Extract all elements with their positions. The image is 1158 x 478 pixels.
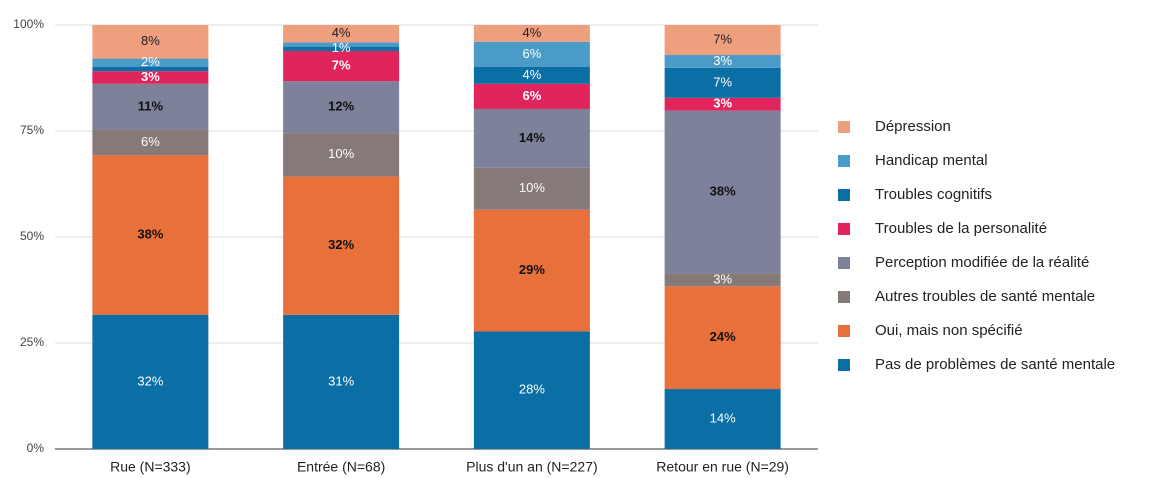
legend-swatch bbox=[838, 325, 850, 337]
legend-swatch bbox=[838, 155, 850, 167]
bar-segment bbox=[664, 67, 781, 98]
legend-swatch bbox=[838, 223, 850, 235]
y-tick-label: 25% bbox=[20, 335, 44, 349]
data-label: 1% bbox=[332, 40, 351, 55]
bar-segment bbox=[473, 83, 590, 109]
data-label: 10% bbox=[519, 180, 545, 195]
y-tick-label: 100% bbox=[13, 17, 44, 31]
data-label: 7% bbox=[332, 58, 351, 73]
legend-swatch bbox=[838, 291, 850, 303]
bar-segment bbox=[473, 108, 590, 168]
data-label: 3% bbox=[713, 96, 732, 111]
x-tick-label: Rue (N=333) bbox=[110, 459, 191, 475]
bar-segment bbox=[92, 25, 209, 59]
data-label: 10% bbox=[328, 146, 354, 161]
data-label: 12% bbox=[328, 99, 354, 114]
bar-segment bbox=[664, 273, 781, 287]
data-label: 7% bbox=[713, 74, 732, 89]
data-label: 6% bbox=[522, 88, 541, 103]
bar-segment bbox=[92, 71, 209, 84]
data-label: 24% bbox=[710, 329, 736, 344]
legend-label: Autres troubles de santé mentale bbox=[875, 288, 1095, 305]
data-label: 2% bbox=[141, 54, 160, 69]
bar-segment bbox=[92, 83, 209, 130]
data-label: 3% bbox=[141, 69, 160, 84]
bar-segment bbox=[664, 286, 781, 390]
data-label: 4% bbox=[522, 25, 541, 40]
x-tick-label: Entrée (N=68) bbox=[297, 459, 385, 475]
data-label: 38% bbox=[137, 226, 163, 241]
bar-segment bbox=[664, 97, 781, 111]
legend-label: Oui, mais non spécifié bbox=[875, 322, 1023, 339]
legend-swatch bbox=[838, 189, 850, 201]
data-label: 31% bbox=[328, 373, 354, 388]
data-label: 32% bbox=[137, 373, 163, 388]
y-tick-label: 75% bbox=[20, 123, 44, 137]
legend-label: Pas de problèmes de santé mentale bbox=[875, 356, 1115, 373]
bar-segment bbox=[92, 66, 209, 72]
legend-label: Dépression bbox=[875, 118, 951, 135]
data-label: 8% bbox=[141, 33, 160, 48]
data-label: 6% bbox=[522, 46, 541, 61]
data-label: 28% bbox=[519, 382, 545, 397]
bar-segment bbox=[92, 58, 209, 67]
legend-swatch bbox=[838, 257, 850, 269]
data-label: 3% bbox=[713, 271, 732, 286]
bar-segment bbox=[664, 389, 781, 449]
bar-segment bbox=[283, 133, 400, 177]
bar-segment bbox=[473, 41, 590, 67]
bar-segment bbox=[473, 209, 590, 332]
bar-segment bbox=[473, 25, 590, 42]
bar-segment bbox=[473, 66, 590, 84]
legend-label: Handicap mental bbox=[875, 152, 988, 169]
bar-segment bbox=[473, 167, 590, 210]
bar-segment bbox=[92, 155, 209, 315]
bar-segment bbox=[92, 129, 209, 156]
bar-segment bbox=[283, 46, 400, 51]
y-tick-label: 0% bbox=[27, 441, 45, 455]
bar-segment bbox=[283, 176, 400, 315]
bar-segment bbox=[664, 25, 781, 55]
data-label: 11% bbox=[138, 98, 164, 113]
data-label: 4% bbox=[522, 67, 541, 82]
data-label: 32% bbox=[328, 237, 354, 252]
data-label: 29% bbox=[519, 262, 545, 277]
bar-segment bbox=[283, 50, 400, 82]
x-tick-label: Plus d'un an (N=227) bbox=[466, 459, 597, 475]
data-label: 14% bbox=[519, 130, 545, 145]
bar-segment bbox=[283, 25, 400, 43]
x-tick-label: Retour en rue (N=29) bbox=[656, 459, 789, 475]
data-label: 38% bbox=[710, 183, 736, 198]
bar-segment bbox=[92, 314, 209, 449]
legend-label: Troubles cognitifs bbox=[875, 186, 992, 203]
data-label: 14% bbox=[710, 410, 736, 425]
bar-segment bbox=[664, 54, 781, 68]
bar-segment bbox=[283, 314, 400, 449]
bar-segment bbox=[664, 110, 781, 274]
bar-segment bbox=[283, 81, 400, 134]
legend-label: Perception modifiée de la réalité bbox=[875, 254, 1089, 271]
bar-segment bbox=[473, 331, 590, 449]
legend-swatch bbox=[838, 121, 850, 133]
legend-swatch bbox=[838, 359, 850, 371]
data-label: 4% bbox=[332, 25, 351, 40]
legend-label: Troubles de la personalité bbox=[875, 220, 1047, 237]
data-label: 6% bbox=[141, 134, 160, 149]
data-label: 7% bbox=[713, 31, 732, 46]
y-tick-label: 50% bbox=[20, 229, 44, 243]
bar-segment bbox=[283, 42, 400, 47]
data-label: 3% bbox=[713, 53, 732, 68]
